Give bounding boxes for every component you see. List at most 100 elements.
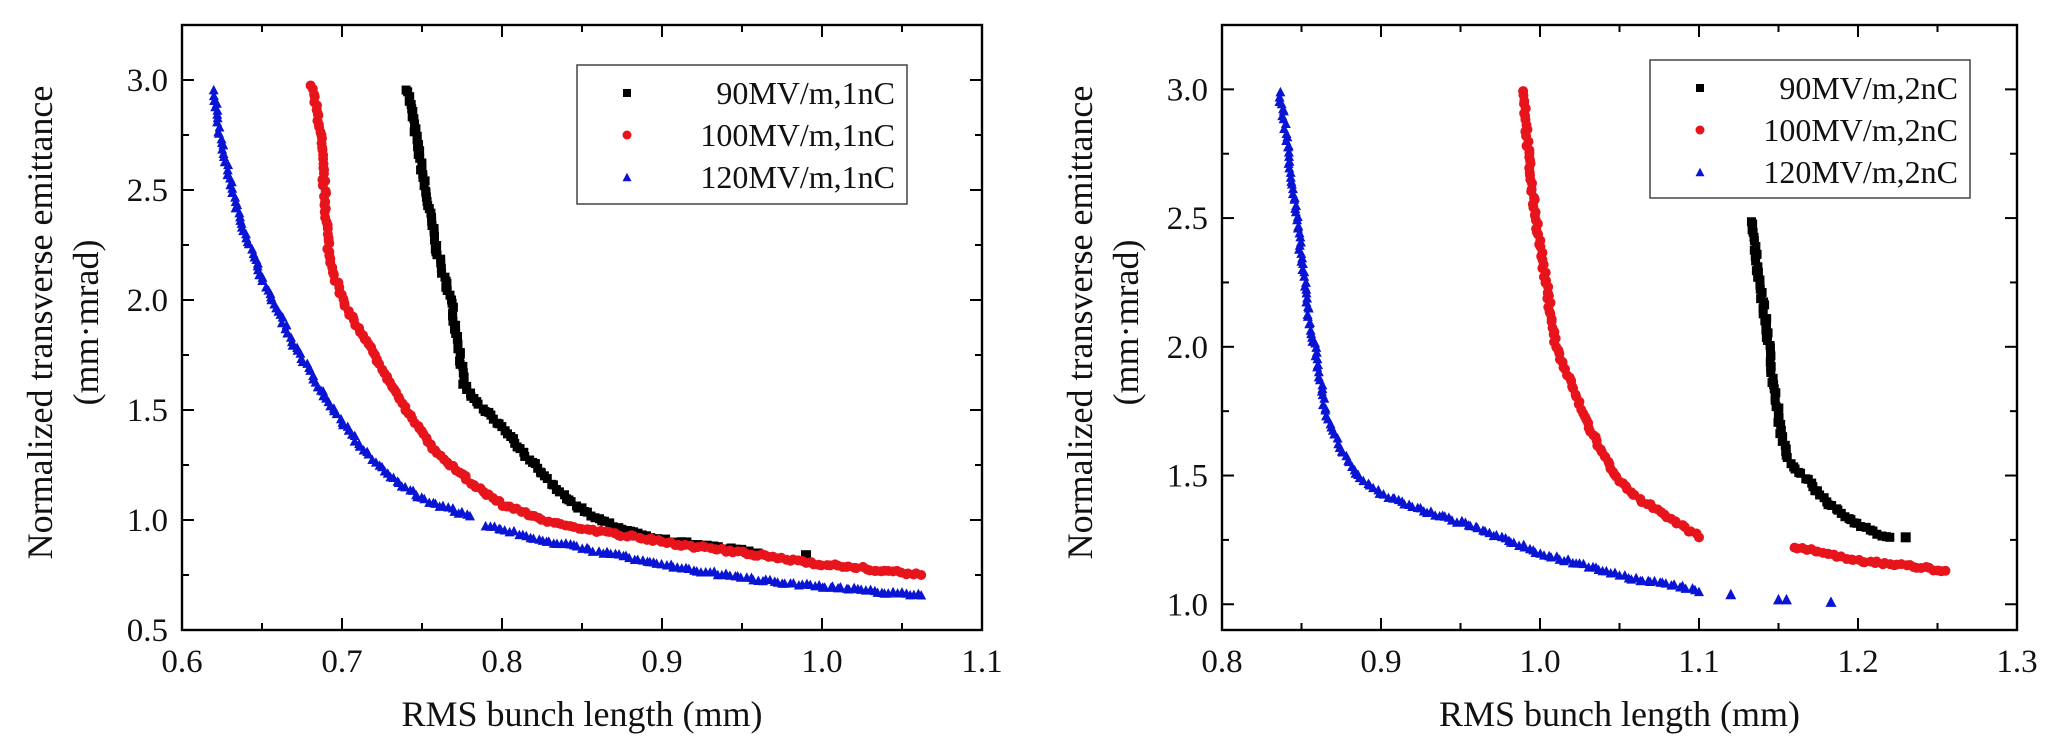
data-point [277,312,288,322]
x-tick-labels-right: 0.8 0.9 1.0 1.1 1.2 1.3 [1201,644,2037,680]
data-point [208,84,219,95]
data-point [1763,328,1773,338]
data-point [214,122,225,132]
data-point [1491,529,1502,540]
legend-item-90mv-1nc: 90MV/m,1nC [623,75,895,111]
data-point [1755,275,1765,285]
data-point [1311,342,1322,352]
data-point [1289,194,1300,204]
data-point [1284,151,1295,161]
data-point [230,192,241,202]
series-circle [1518,86,1951,577]
data-point [548,480,558,490]
data-point [1694,532,1704,543]
data-point [1758,309,1768,319]
y-axis-title-right: Normalized transverse emittance [1060,86,1100,560]
data-point [416,165,426,175]
data-point [916,590,927,600]
data-point [1302,292,1313,303]
circle-marker-icon [622,130,632,140]
data-point [1285,172,1296,182]
plot-area-left [208,80,927,600]
chart-right: 0.8 0.9 1.0 1.1 1.2 1.3 1.0 1.5 2.0 2.5 3.0 RMS b… [1060,23,2038,734]
legend-label: 100MV/m,2nC [1763,112,1958,148]
x-tick-label: 0.6 [161,644,202,680]
data-point [1296,248,1307,258]
series-square [1746,217,1911,543]
data-point [1299,271,1310,281]
data-point [1680,583,1691,593]
data-point [1283,158,1294,168]
data-point [445,290,455,300]
data-point [453,339,463,349]
legend-label: 120MV/m,1nC [700,159,895,195]
data-point [465,510,475,521]
data-point [1287,183,1298,194]
x-tick-label: 1.1 [1678,644,1719,680]
x-tick-label: 1.0 [801,644,842,680]
data-point [1753,267,1763,277]
x-tick-label: 0.7 [321,644,362,680]
y-tick-label: 3.0 [1167,72,1208,108]
data-point [415,153,425,163]
data-point [1725,588,1737,600]
data-point [212,112,223,123]
data-point [436,263,446,273]
legend-box-left [576,64,908,205]
data-point [1774,412,1784,422]
data-point [508,434,518,444]
series-triangle [1274,86,1837,607]
legend-marker-glyph [623,89,631,97]
data-point [590,513,600,523]
y-tick-label: 2.5 [1167,201,1208,237]
x-tick-labels-left: 0.6 0.7 0.8 0.9 1.0 1.1 [161,644,1002,680]
y-tick-label: 2.0 [127,283,168,319]
data-point [1274,92,1285,102]
triangle-marker-icon [622,172,632,182]
data-point [1748,227,1758,237]
data-point [1765,357,1775,367]
data-point [419,181,429,191]
square-marker-icon [623,89,631,97]
data-point [223,159,234,170]
data-point [554,487,564,497]
data-point [1766,367,1776,377]
x-tick-label: 0.8 [481,644,522,680]
data-point [285,332,296,342]
data-point [1292,214,1303,225]
legend-label: 90MV/m,2nC [1779,70,1958,106]
data-point [520,451,530,461]
data-point [1358,475,1369,486]
data-point [253,264,264,275]
data-point [819,582,830,592]
data-point [1320,405,1331,415]
data-point [1295,231,1306,242]
circle-marker-icon [1695,125,1705,135]
data-point [417,158,427,168]
data-point [1275,86,1286,97]
data-point [448,302,458,312]
data-point [1762,320,1772,330]
legend-item-100mv-1nc: 100MV/m,1nC [622,117,895,153]
data-point [1748,219,1758,229]
y-tick-label: 3.0 [127,63,168,99]
y-tick-label: 1.0 [1167,587,1208,623]
data-point [222,164,233,175]
data-point [452,334,462,344]
data-point [230,202,241,213]
data-point [916,570,927,580]
data-point [252,260,263,271]
data-point [331,408,342,419]
y-axis-unit-left: (mm·mrad) [66,240,106,406]
data-point [410,119,420,129]
data-point [234,207,245,218]
data-point [530,459,540,469]
data-point [1472,522,1483,533]
legend-label: 120MV/m,2nC [1763,154,1958,190]
data-point [508,525,519,536]
data-point [1900,532,1911,543]
data-point [473,399,483,409]
y-tick-label: 2.0 [1167,330,1208,366]
data-point [1815,490,1825,500]
